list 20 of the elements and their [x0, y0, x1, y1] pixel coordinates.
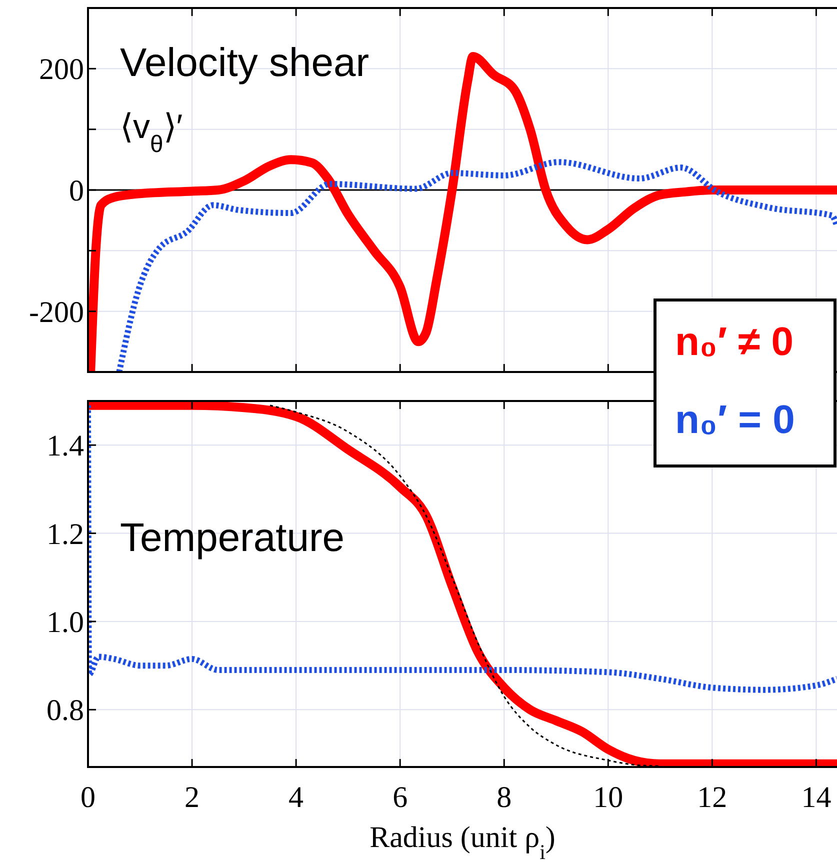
y-tick-label: 1.4	[46, 430, 84, 463]
x-axis-title: Radius (unit ρ$_{i}$)	[370, 821, 556, 864]
y-tick-label: -200	[29, 296, 84, 329]
x-tick-label: 8	[496, 781, 512, 814]
y-tick-label: 1.0	[46, 606, 84, 639]
x-tick-label: 4	[288, 781, 304, 814]
x-tick-label: 2	[184, 781, 200, 814]
annotation: Velocity shear	[120, 41, 370, 85]
x-tick-label: 14	[801, 781, 832, 814]
x-tick-label: 12	[697, 781, 728, 814]
annotation: Temperature	[120, 516, 345, 560]
text: n₀′ ≠ 0	[675, 320, 794, 364]
y-tick-label: 0.8	[46, 694, 84, 728]
x-tick-label: 6	[392, 781, 408, 814]
annotation: ⟨v$_{θ}$⟩′	[120, 108, 183, 158]
text: n₀′ = 0	[675, 398, 795, 442]
y-tick-label: 1.2	[46, 518, 84, 551]
x-tick-label: 10	[593, 781, 624, 814]
y-tick-label: 200	[39, 53, 84, 86]
y-tick-label: 0	[69, 174, 84, 208]
